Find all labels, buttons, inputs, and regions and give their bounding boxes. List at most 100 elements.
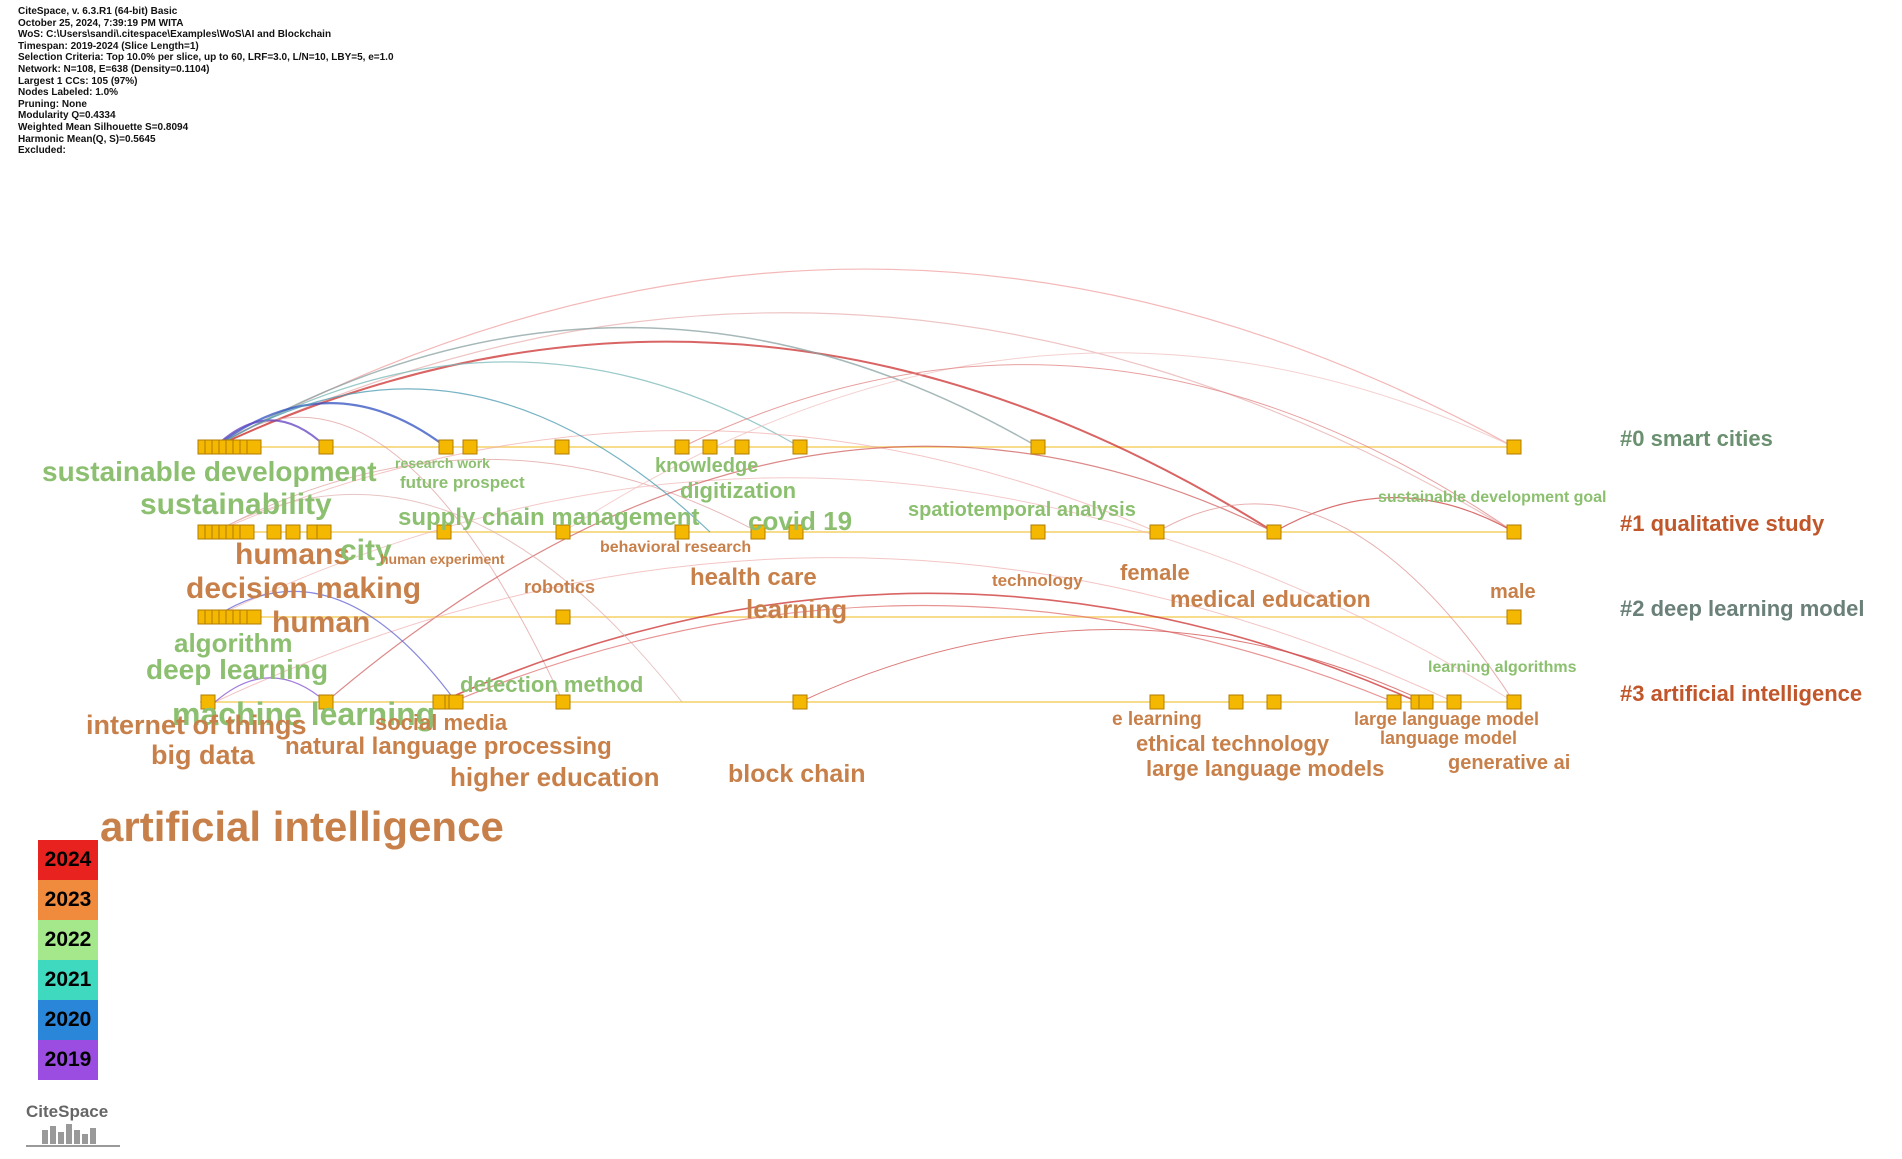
keyword-label: deep learning bbox=[146, 654, 329, 685]
keyword-label: female bbox=[1120, 560, 1190, 585]
citation-arc bbox=[214, 312, 1515, 533]
keyword-label: machine learning bbox=[172, 696, 436, 732]
keyword-label: e learning bbox=[1112, 709, 1202, 730]
keyword-label: sustainable development goal bbox=[1378, 489, 1607, 506]
keyword-node bbox=[1228, 694, 1244, 710]
keyword-node bbox=[318, 694, 334, 710]
keyword-label: social media bbox=[375, 710, 508, 735]
logo-text: CiteSpace bbox=[26, 1102, 109, 1121]
legend-year: 2020 bbox=[38, 1000, 98, 1040]
citation-arc bbox=[681, 364, 1515, 533]
keyword-node bbox=[555, 609, 571, 625]
citation-arc bbox=[214, 477, 1515, 703]
keyword-label: learning algorithms bbox=[1428, 659, 1577, 676]
legend-year: 2019 bbox=[38, 1040, 98, 1080]
keyword-node bbox=[1266, 694, 1282, 710]
meta-line: October 25, 2024, 7:39:19 PM WITA bbox=[18, 17, 184, 29]
keyword-label: research work bbox=[395, 455, 490, 471]
keyword-label: human bbox=[272, 606, 371, 639]
keyword-label: robotics bbox=[524, 577, 596, 597]
meta-line: Harmonic Mean(Q, S)=0.5645 bbox=[18, 133, 156, 145]
keyword-node bbox=[1149, 694, 1165, 710]
cluster-label-qualitative-study: #1 qualitative study bbox=[1620, 511, 1825, 536]
keyword-node bbox=[555, 694, 571, 710]
legend-year: 2022 bbox=[38, 920, 98, 960]
keyword-label: behavioral research bbox=[600, 539, 752, 556]
meta-line: Modularity Q=0.4334 bbox=[18, 110, 116, 122]
citation-arc bbox=[214, 268, 1515, 448]
meta-line: Pruning: None bbox=[18, 98, 87, 110]
meta-line: Weighted Mean Silhouette S=0.8094 bbox=[18, 121, 189, 133]
legend-year: 2023 bbox=[38, 880, 98, 920]
keyword-node bbox=[1418, 694, 1434, 710]
meta-line: CiteSpace, v. 6.3.R1 (64-bit) Basic bbox=[18, 6, 178, 17]
citation-arc bbox=[214, 590, 457, 703]
citation-arc bbox=[214, 677, 327, 703]
citation-arc bbox=[214, 326, 1039, 448]
citation-arc bbox=[799, 628, 1427, 703]
keyword-label: ethical technology bbox=[1136, 731, 1330, 756]
citation-arc bbox=[214, 557, 1455, 703]
keyword-label: decision making bbox=[186, 572, 422, 605]
keyword-node bbox=[792, 439, 808, 455]
meta-line: WoS: C:\Users\sandi\.citespace\Examples\… bbox=[18, 29, 332, 41]
meta-line: Network: N=108, E=638 (Density=0.1104) bbox=[18, 63, 210, 75]
keyword-label: digitization bbox=[680, 478, 797, 503]
keyword-node bbox=[246, 439, 262, 455]
keyword-node bbox=[1030, 524, 1046, 540]
keyword-label: artificial intelligence bbox=[100, 803, 504, 850]
keyword-label: natural language processing bbox=[285, 733, 612, 760]
meta-line: Excluded: bbox=[18, 145, 66, 157]
keyword-label: future prospect bbox=[400, 473, 525, 492]
keyword-node bbox=[1386, 694, 1402, 710]
keyword-node bbox=[266, 524, 282, 540]
citation-arcs bbox=[214, 268, 1515, 703]
keyword-label: sustainability bbox=[140, 488, 332, 521]
keyword-label: algorithm bbox=[174, 628, 293, 658]
citation-arc bbox=[214, 419, 327, 448]
keyword-label: humans bbox=[235, 538, 351, 571]
network-summary: CiteSpace, v. 6.3.R1 (64-bit) Basic Octo… bbox=[18, 6, 394, 157]
keyword-node bbox=[285, 524, 301, 540]
cluster-label-artificial-intelligence: #3 artificial intelligence bbox=[1620, 681, 1863, 706]
keyword-node bbox=[438, 439, 454, 455]
keyword-label: supply chain management bbox=[398, 504, 700, 531]
meta-line: Largest 1 CCs: 105 (97%) bbox=[18, 75, 138, 87]
keyword-node bbox=[1149, 524, 1165, 540]
meta-line: Nodes Labeled: 1.0% bbox=[18, 87, 119, 99]
keyword-node bbox=[462, 439, 478, 455]
keyword-node bbox=[792, 694, 808, 710]
keyword-nodes bbox=[197, 439, 1522, 710]
keyword-node bbox=[200, 694, 216, 710]
keyword-label: large language model bbox=[1354, 709, 1540, 729]
keyword-node bbox=[1030, 439, 1046, 455]
keyword-node bbox=[1506, 694, 1522, 710]
keyword-node bbox=[788, 524, 804, 540]
keyword-label: block chain bbox=[728, 760, 866, 788]
keyword-node bbox=[1506, 439, 1522, 455]
meta-line: Timespan: 2019-2024 (Slice Length=1) bbox=[18, 40, 199, 52]
keyword-node bbox=[555, 524, 571, 540]
legend-year: 2021 bbox=[38, 960, 98, 1000]
keyword-node bbox=[750, 524, 766, 540]
keyword-node bbox=[436, 524, 452, 540]
keyword-node bbox=[246, 609, 262, 625]
keyword-label: higher education bbox=[450, 762, 660, 792]
citation-arc bbox=[214, 494, 683, 703]
keyword-label: sustainable development bbox=[42, 456, 377, 487]
citation-arc bbox=[214, 388, 711, 533]
meta-line: Selection Criteria: Top 10.0% per slice,… bbox=[18, 52, 394, 64]
cluster-label-smart-cities: #0 smart cities bbox=[1620, 426, 1773, 451]
keyword-node bbox=[734, 439, 750, 455]
keyword-node bbox=[554, 439, 570, 455]
keyword-node bbox=[448, 694, 464, 710]
keyword-label: covid 19 bbox=[748, 506, 853, 536]
keyword-node bbox=[1446, 694, 1462, 710]
citation-arc bbox=[214, 402, 447, 448]
keyword-node bbox=[674, 524, 690, 540]
citation-arc bbox=[214, 459, 759, 533]
keyword-label: large language models bbox=[1146, 756, 1385, 781]
keyword-label: detection method bbox=[460, 672, 644, 697]
keyword-node bbox=[1506, 609, 1522, 625]
